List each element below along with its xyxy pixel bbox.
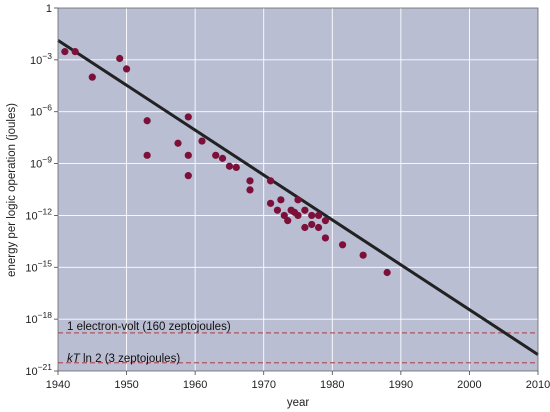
x-tick-label: 1960 [183, 379, 207, 391]
data-point [246, 186, 254, 194]
data-point [277, 196, 285, 204]
data-point [284, 217, 292, 225]
data-point [218, 154, 227, 162]
data-point [301, 223, 309, 232]
data-point [122, 65, 131, 73]
grid [58, 8, 538, 371]
data-point [294, 196, 302, 204]
y-tick-label: 10−15 [25, 258, 52, 274]
data-point [308, 220, 316, 229]
ref-label-electron-volt: 1 electron-volt (160 zeptojoules) [67, 321, 231, 333]
reference-lines [58, 332, 538, 364]
x-tick-label: 2010 [526, 379, 550, 391]
data-point [61, 48, 69, 56]
data-point [116, 54, 124, 63]
x-tick-label: 2000 [457, 379, 481, 391]
ref-label-kt-ln2: kT ln 2 (3 zeptojoules) [67, 353, 180, 365]
y-axis-label: energy per logic operation (joules) [6, 103, 18, 277]
data-point [338, 241, 347, 249]
ref-label-kt-ln2-italic: kT [67, 353, 81, 365]
data-points [61, 48, 391, 277]
data-point [143, 151, 151, 159]
data-point [266, 177, 275, 185]
y-tick-label: 10−9 [30, 155, 52, 171]
plot-background [58, 8, 538, 371]
y-tick-label: 1 [46, 3, 52, 15]
x-axis-label: year [287, 397, 310, 409]
x-tick-label: 1940 [46, 379, 70, 391]
data-point [321, 217, 330, 225]
data-point [308, 211, 316, 220]
data-point [246, 177, 254, 185]
y-tick-label: 10−3 [30, 51, 52, 67]
data-point [174, 139, 182, 147]
y-tick-label: 10−12 [25, 206, 52, 222]
data-point [273, 206, 282, 214]
data-point [88, 73, 96, 81]
x-axis-ticks: 1940 1950 1960 1970 1980 1990 2000 2010 [46, 371, 550, 391]
data-point [280, 211, 288, 220]
data-point [184, 172, 192, 180]
data-point [321, 234, 330, 242]
data-point [314, 211, 323, 220]
data-point [314, 223, 323, 232]
data-point [225, 162, 234, 170]
y-tick-label: 10−6 [30, 103, 52, 119]
x-tick-label: 1970 [251, 379, 275, 391]
data-point [198, 137, 206, 145]
data-point [359, 251, 367, 259]
plot-frame [57, 7, 539, 372]
x-tick-label: 1950 [114, 379, 138, 391]
y-tick-label: 10−18 [25, 310, 52, 326]
ref-label-kt-ln2-rest: ln 2 (3 zeptojoules) [80, 353, 181, 365]
y-tick-label: 10−21 [25, 362, 52, 378]
data-point [71, 48, 79, 56]
x-tick-label: 1990 [389, 379, 413, 391]
data-point [294, 211, 302, 220]
data-point [212, 151, 220, 159]
data-point [383, 268, 391, 277]
data-point [232, 163, 240, 172]
x-tick-label: 1980 [320, 379, 344, 391]
data-point [184, 113, 192, 121]
data-point [301, 206, 309, 214]
data-point [143, 117, 151, 125]
y-axis-ticks: 1 10−3 10−6 10−9 10−12 10−15 10−18 10−21 [25, 3, 58, 378]
data-point [266, 199, 275, 207]
data-point [184, 151, 192, 159]
